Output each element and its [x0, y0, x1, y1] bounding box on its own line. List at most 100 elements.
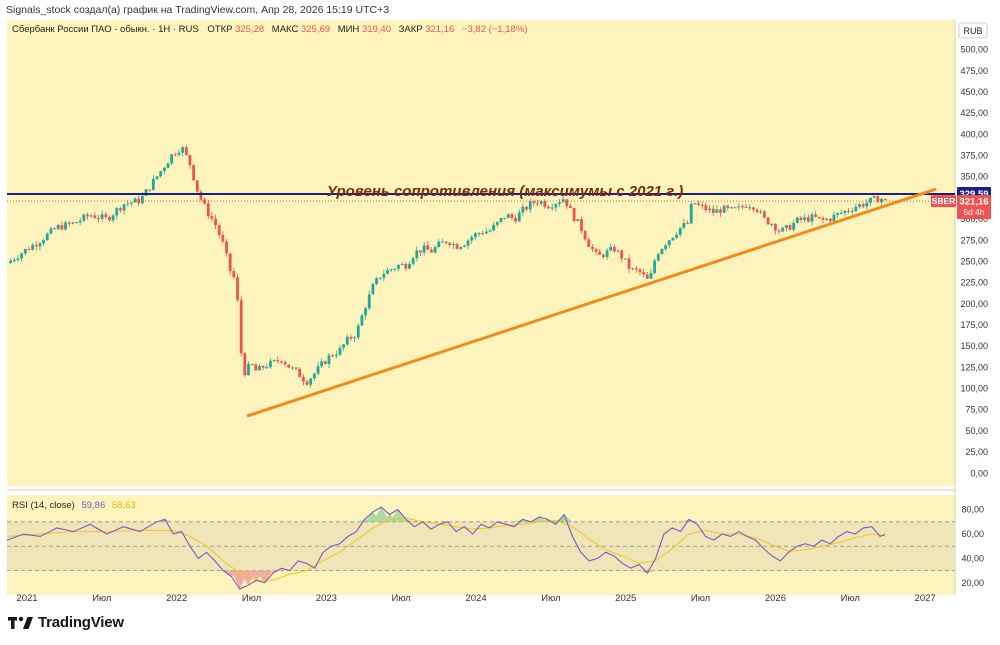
candle-body	[122, 204, 126, 211]
candle-body	[766, 217, 770, 225]
price-axis-tick: 200,00	[960, 299, 988, 309]
candle-body	[250, 364, 254, 366]
candle-body	[744, 206, 748, 208]
candle-body	[667, 240, 671, 246]
time-axis-tick: Июл	[541, 593, 560, 604]
candle-body	[700, 205, 704, 207]
candle-body	[631, 268, 635, 270]
candle-body	[382, 273, 386, 278]
candle-body	[9, 260, 13, 264]
candle-body	[803, 217, 807, 220]
candle-body	[506, 214, 510, 218]
candle-body	[686, 222, 689, 224]
candle-body	[137, 198, 141, 204]
candle-body	[126, 203, 130, 205]
candle-body	[752, 207, 755, 210]
candle-body	[682, 222, 686, 228]
candle-body	[166, 163, 170, 168]
candle-body	[214, 218, 217, 226]
candle-body	[312, 373, 316, 379]
candle-body	[247, 364, 250, 376]
currency-badge-box[interactable]	[958, 22, 988, 39]
candle-body	[400, 264, 404, 266]
candle-body	[528, 201, 532, 210]
candle-body	[645, 274, 649, 279]
candle-body	[883, 199, 887, 201]
resistance-label[interactable]: Уровень сопротивления (максимумы с 2021 …	[327, 183, 684, 200]
candlestick-series[interactable]	[9, 144, 887, 388]
candle-body	[148, 189, 152, 191]
candle-body	[773, 223, 777, 231]
candle-body	[64, 222, 67, 230]
candle-body	[327, 355, 331, 364]
candle-body	[195, 180, 199, 192]
price-axis-tick: 400,00	[960, 129, 988, 139]
rsi-line[interactable]	[6, 506, 886, 590]
candle-body	[795, 217, 799, 223]
candle-body	[477, 233, 481, 235]
candle-body	[353, 337, 356, 339]
candle-body	[649, 272, 653, 279]
price-axis-tick: 500,00	[960, 45, 988, 55]
candle-body	[301, 377, 305, 382]
rsi-axis-tick: 80,00	[961, 505, 984, 515]
candle-body	[598, 251, 602, 255]
candle-body	[287, 364, 291, 368]
candle-body	[130, 202, 133, 204]
candle-body	[565, 199, 569, 207]
candle-body	[759, 211, 763, 213]
candle-body	[642, 272, 646, 275]
legend-low-label: МИН	[338, 24, 360, 35]
candle-body	[616, 250, 620, 252]
candle-body	[437, 241, 441, 248]
candle-body	[38, 243, 42, 247]
candle-body	[433, 247, 437, 253]
candle-body	[660, 248, 664, 255]
price-axis-tick: 175,00	[960, 320, 988, 330]
candle-body	[115, 208, 119, 216]
candle-body	[792, 222, 796, 230]
price-axis-tick: 275,00	[960, 235, 988, 245]
legend-close-value: 321,16	[425, 24, 454, 35]
candle-body	[865, 202, 869, 207]
candle-body	[763, 211, 766, 218]
candle-body	[419, 250, 422, 253]
candle-body	[784, 225, 788, 228]
candle-body	[12, 259, 16, 261]
time-axis-tick: Июл	[691, 593, 710, 604]
candle-body	[583, 231, 587, 240]
candle-body	[547, 207, 550, 209]
footer-brand-text: TradingView	[38, 614, 124, 631]
candle-body	[733, 207, 737, 209]
legend-open-label: ОТКР	[207, 24, 232, 35]
chart-attribution: Signals_stock создал(а) график на Tradin…	[6, 4, 390, 16]
candle-body	[331, 355, 335, 357]
candle-body	[558, 202, 561, 205]
price-axis-tick: 350,00	[960, 172, 988, 182]
candle-body	[510, 214, 514, 218]
time-axis-tick: Июл	[92, 593, 111, 604]
time-axis[interactable]: 2021 Июл 2022 Июл 2023 Июл 2024 Июл 2025 Июл 2026 И…	[16, 593, 935, 604]
candle-body	[591, 246, 594, 250]
currency-badge[interactable]: RUB	[963, 26, 982, 36]
candle-body	[612, 246, 616, 252]
candle-body	[269, 360, 272, 368]
support-trend-line[interactable]	[246, 187, 937, 418]
time-axis-tick: 2024	[465, 593, 486, 604]
candle-body	[265, 367, 269, 369]
time-axis-tick: Июл	[841, 593, 860, 604]
price-axis-tick: 425,00	[960, 108, 988, 118]
candle-body	[678, 227, 682, 235]
legend-high-value: 325,69	[301, 24, 330, 35]
candle-body	[108, 216, 111, 221]
chart-area[interactable]: 525,00500,00475,00450,00425,00400,00375,…	[0, 18, 1000, 610]
candle-body	[850, 210, 854, 212]
candle-body	[258, 365, 261, 371]
price-axis[interactable]: 525,00500,00475,00450,00425,00400,00375,…	[960, 23, 988, 478]
candle-body	[31, 244, 35, 250]
candle-body	[316, 366, 320, 374]
candle-body	[199, 191, 203, 200]
candle-body	[473, 233, 477, 238]
candle-body	[203, 199, 206, 204]
candle-body	[119, 208, 122, 211]
